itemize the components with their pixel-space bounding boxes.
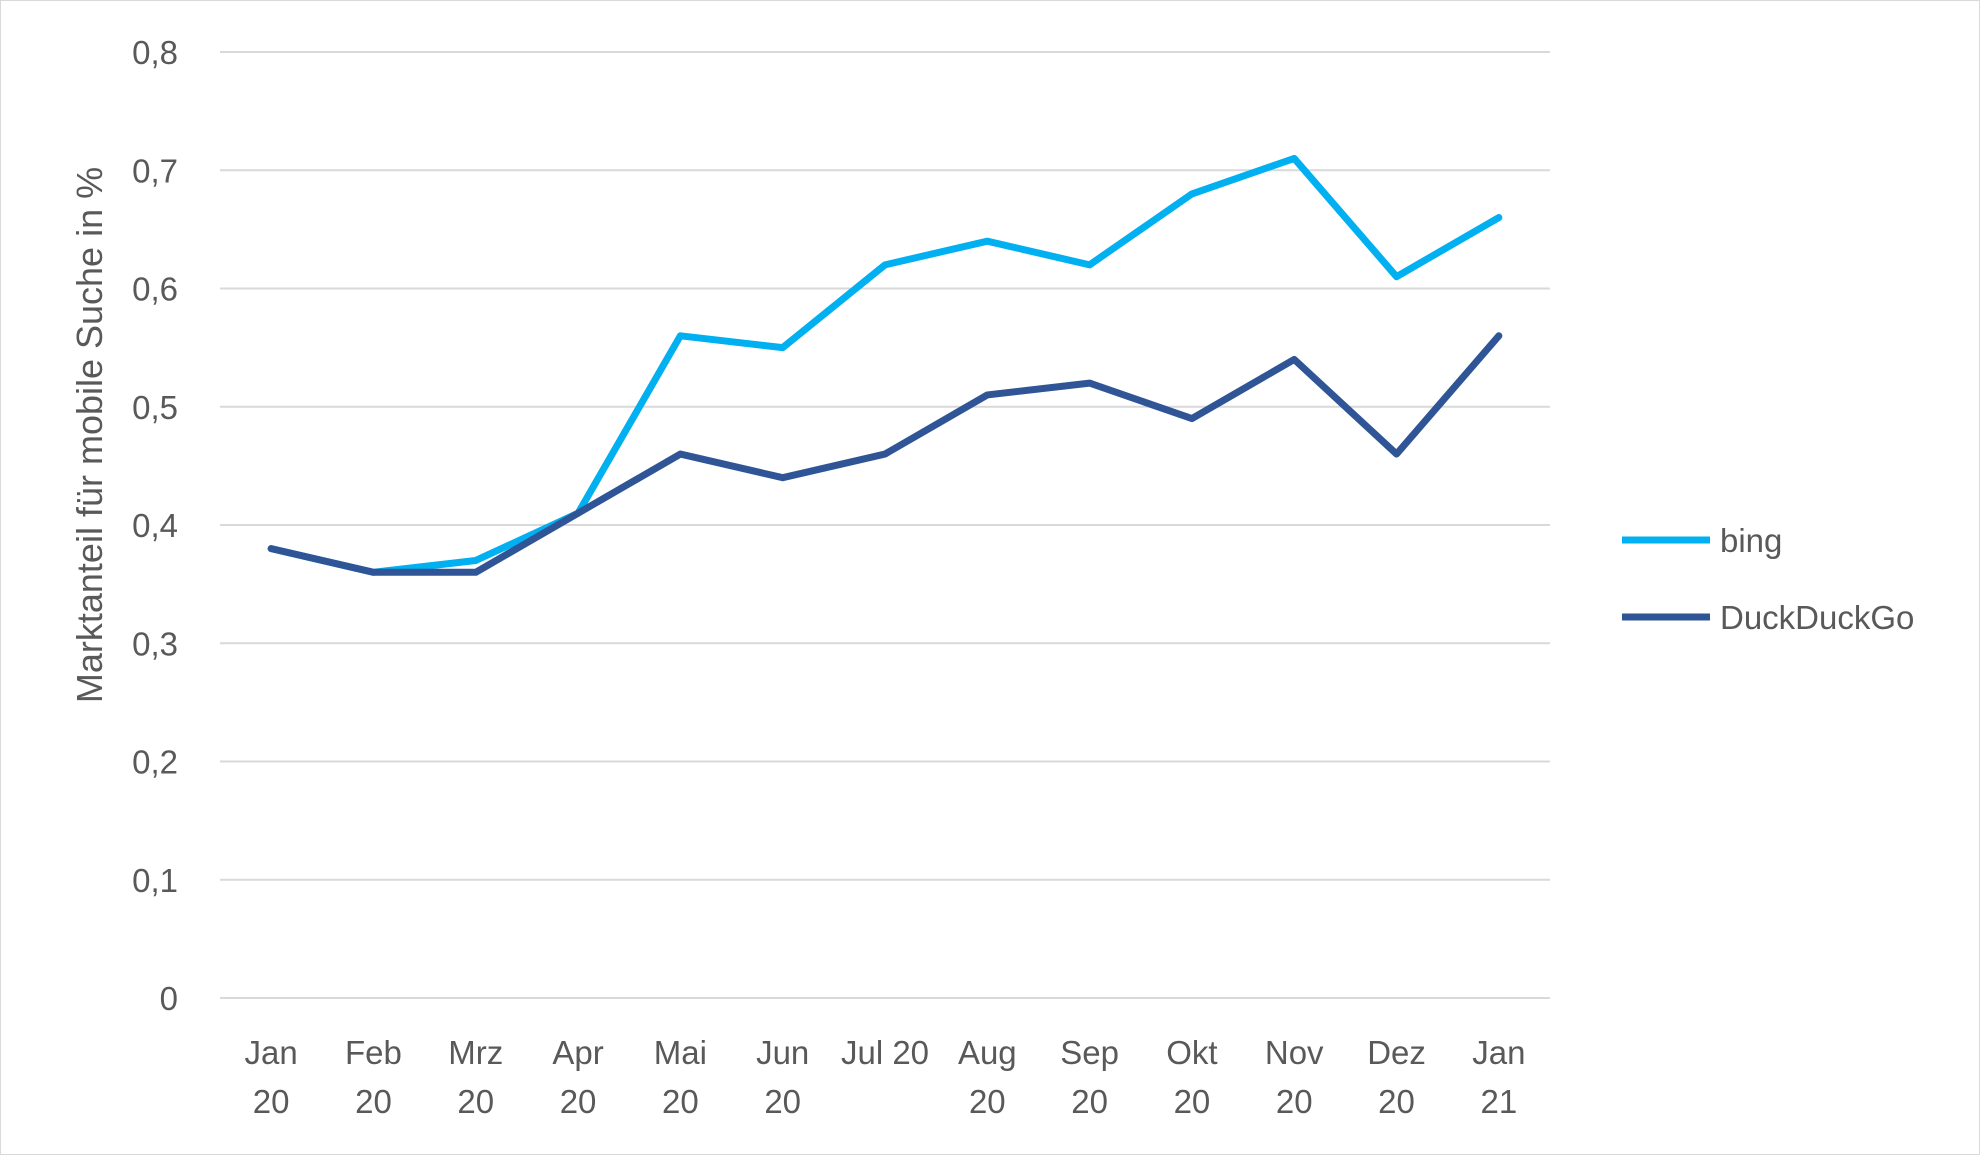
y-tick-label: 0,6 xyxy=(132,271,178,308)
x-tick-label: Aug xyxy=(958,1034,1017,1071)
legend: bing DuckDuckGo xyxy=(1622,522,1914,636)
x-tick-label: Okt xyxy=(1166,1034,1217,1071)
x-tick-label: Feb xyxy=(345,1034,402,1071)
y-tick-label: 0,3 xyxy=(132,625,178,662)
x-tick-label-line2: 20 xyxy=(662,1083,699,1120)
x-tick-label-line2: 20 xyxy=(1071,1083,1108,1120)
series-lines xyxy=(267,154,1503,576)
legend-label-duckduckgo: DuckDuckGo xyxy=(1720,599,1914,636)
x-tick-label: Mrz xyxy=(448,1034,503,1071)
x-tick-label-line2: 20 xyxy=(560,1083,597,1120)
x-tick-label-line2: 20 xyxy=(969,1083,1006,1120)
gridlines xyxy=(220,51,1550,999)
x-tick-label-line2: 20 xyxy=(253,1083,290,1120)
y-tick-label: 0,4 xyxy=(132,507,178,544)
series-line-bing xyxy=(267,154,1503,576)
y-tick-label: 0 xyxy=(160,980,178,1017)
x-tick-label: Nov xyxy=(1265,1034,1324,1071)
y-tick-label: 0,7 xyxy=(132,152,178,189)
x-tick-label: Jun xyxy=(756,1034,809,1071)
x-tick-label: Jan xyxy=(245,1034,298,1071)
x-tick-label-line2: 20 xyxy=(355,1083,392,1120)
x-tick-label: Jul 20 xyxy=(841,1034,929,1071)
x-tick-label-line2: 20 xyxy=(1378,1083,1415,1120)
x-tick-label: Dez xyxy=(1367,1034,1426,1071)
legend-label-bing: bing xyxy=(1720,522,1782,559)
y-tick-label: 0,2 xyxy=(132,744,178,781)
x-tick-label-line2: 20 xyxy=(1276,1083,1313,1120)
x-tick-label-line2: 21 xyxy=(1480,1083,1517,1120)
y-tick-label: 0,8 xyxy=(132,34,178,71)
y-axis-label: Marktanteil für mobile Suche in % xyxy=(69,167,110,703)
y-tick-label: 0,1 xyxy=(132,862,178,899)
x-tick-label-line2: 20 xyxy=(1174,1083,1211,1120)
x-tick-label: Apr xyxy=(552,1034,603,1071)
x-tick-label-line2: 20 xyxy=(764,1083,801,1120)
x-tick-label: Sep xyxy=(1060,1034,1119,1071)
y-axis-ticks: 0 0,1 0,2 0,3 0,4 0,5 0,6 0,7 0,8 xyxy=(132,34,178,1017)
x-tick-label: Mai xyxy=(654,1034,707,1071)
x-tick-label: Jan xyxy=(1472,1034,1525,1071)
x-axis-ticks: Jan 20 Feb 20 Mrz 20 Apr 20 Mai 20 Jun 20 Jul 20 Aug 2… xyxy=(245,1034,1526,1120)
x-tick-label-line2: 20 xyxy=(457,1083,494,1120)
y-tick-label: 0,5 xyxy=(132,389,178,426)
